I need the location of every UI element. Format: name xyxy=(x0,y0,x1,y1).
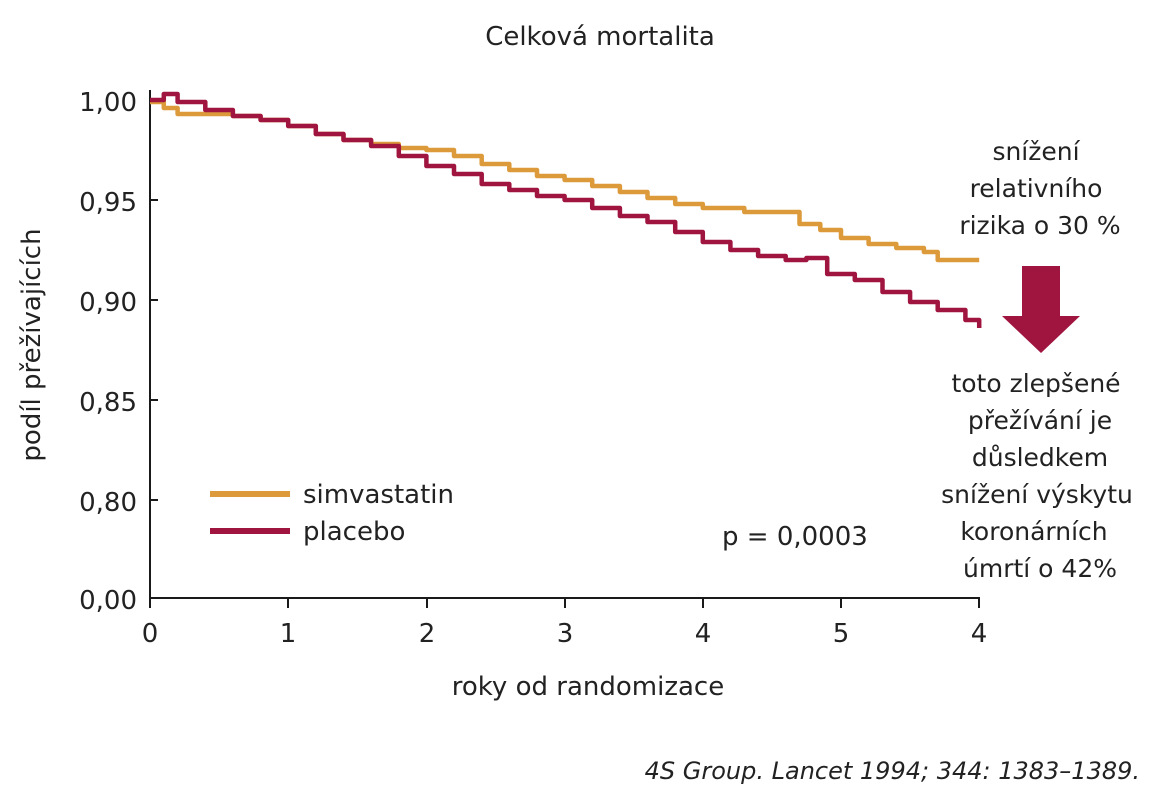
series-line-simvastatin xyxy=(150,99,980,263)
y-tick-label: 0,90 xyxy=(79,288,137,318)
y-axis-label: podíl přežívajících xyxy=(17,228,47,461)
annotation-line: snížení xyxy=(992,137,1080,166)
x-axis-label: roky od randomizace xyxy=(452,672,724,702)
annotation-line: relativního xyxy=(970,174,1103,203)
annotation-line: důsledkem xyxy=(972,443,1108,472)
source-citation: 4S Group. Lancet 1994; 344: 1383–1389. xyxy=(645,757,1140,785)
x-ticks: 0 1 2 3 4 5 4 xyxy=(142,598,988,649)
x-tick-label: 4 xyxy=(695,619,712,649)
legend-label-simvastatin: simvastatin xyxy=(303,480,454,510)
annotation-survival: toto zlepšené přežívání je důsledkem sní… xyxy=(941,369,1133,583)
annotation-line: úmrtí o 42% xyxy=(963,554,1117,583)
y-tick-label: 0,95 xyxy=(79,188,137,218)
x-tick-label: 4 xyxy=(971,619,988,649)
y-tick-label: 0,85 xyxy=(79,388,137,418)
annotation-line: toto zlepšené xyxy=(951,369,1120,398)
y-tick-label: 1,00 xyxy=(79,88,137,118)
x-tick-label: 2 xyxy=(419,619,436,649)
annotation-risk-reduction: snížení relativního rizika o 30 % xyxy=(959,137,1120,240)
down-arrow-icon xyxy=(1002,266,1080,353)
annotation-line: přežívání je xyxy=(968,406,1112,435)
chart-title: Celková mortalita xyxy=(485,22,715,52)
x-tick-label: 5 xyxy=(833,619,850,649)
x-tick-label: 3 xyxy=(557,619,574,649)
x-tick-label: 0 xyxy=(142,619,159,649)
y-tick-label: 0,00 xyxy=(79,586,137,616)
x-tick-label: 1 xyxy=(280,619,297,649)
series-line-placebo xyxy=(150,91,982,328)
annotation-line: koronárních xyxy=(960,517,1107,546)
y-ticks: 0,00 0,80 0,85 0,90 0,95 1,00 xyxy=(79,88,158,616)
legend: simvastatin placebo xyxy=(210,480,454,547)
annotation-line: snížení výskytu xyxy=(941,480,1133,509)
legend-label-placebo: placebo xyxy=(303,517,405,547)
y-tick-label: 0,80 xyxy=(79,488,137,518)
annotation-line: rizika o 30 % xyxy=(959,211,1120,240)
p-value: p = 0,0003 xyxy=(722,522,868,552)
